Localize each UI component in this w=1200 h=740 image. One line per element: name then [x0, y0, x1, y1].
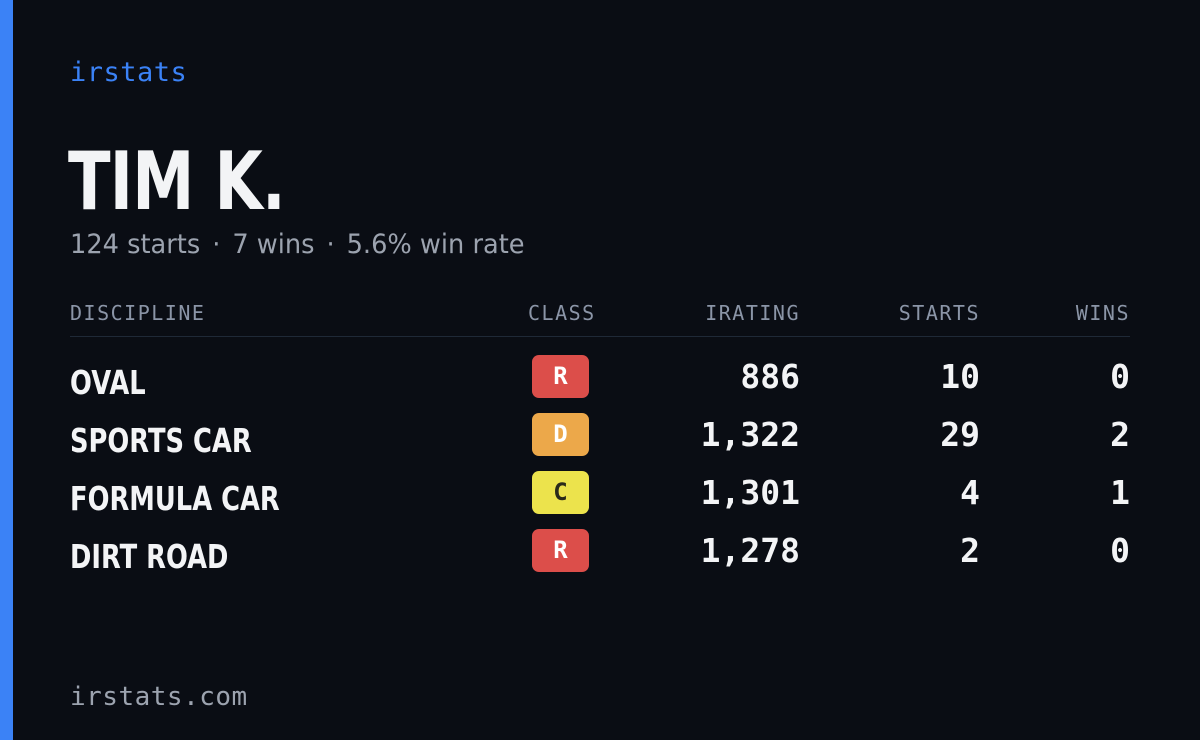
class-badge: D — [532, 413, 589, 456]
header-starts: STARTS — [898, 301, 980, 325]
starts-value: 2 — [960, 531, 980, 570]
win-rate: 5.6% win rate — [346, 229, 525, 260]
class-badge: R — [532, 355, 589, 398]
table-row: DIRT ROAD R 1,278 2 0 — [70, 527, 1130, 585]
class-badge: R — [532, 529, 589, 572]
header-class: CLASS — [528, 301, 596, 325]
irating-value: 886 — [740, 357, 800, 396]
stats-table: DISCIPLINE CLASS IRATING STARTS WINS OVA… — [70, 296, 1130, 585]
wins-value: 1 — [1110, 473, 1130, 512]
discipline-name: SPORTS CAR — [70, 421, 252, 460]
table-body: OVAL R 886 10 0 SPORTS CAR D 1,322 29 2 … — [70, 337, 1130, 585]
header-irating: IRATING — [705, 301, 800, 325]
table-row: FORMULA CAR C 1,301 4 1 — [70, 469, 1130, 527]
irating-value: 1,278 — [700, 531, 800, 570]
discipline-name: FORMULA CAR — [70, 479, 280, 518]
header-wins: WINS — [1075, 301, 1130, 325]
discipline-name: DIRT ROAD — [70, 537, 229, 576]
brand-logo: irstats — [70, 57, 188, 88]
wins-value: 0 — [1110, 531, 1130, 570]
starts-value: 4 — [960, 473, 980, 512]
wins-value: 2 — [1110, 415, 1130, 454]
table-row: OVAL R 886 10 0 — [70, 353, 1130, 411]
separator: · — [326, 229, 335, 260]
driver-name: TIM K. — [68, 135, 286, 228]
starts-value: 10 — [940, 357, 980, 396]
class-badge: C — [532, 471, 589, 514]
accent-bar — [0, 0, 13, 740]
footer-url: irstats.com — [70, 682, 248, 712]
irating-value: 1,322 — [700, 415, 800, 454]
wins-value: 0 — [1110, 357, 1130, 396]
starts-value: 29 — [940, 415, 980, 454]
table-header: DISCIPLINE CLASS IRATING STARTS WINS — [70, 296, 1130, 337]
table-row: SPORTS CAR D 1,322 29 2 — [70, 411, 1130, 469]
driver-summary: 124 starts · 7 wins · 5.6% win rate — [70, 228, 525, 262]
separator: · — [212, 229, 221, 260]
irating-value: 1,301 — [700, 473, 800, 512]
header-discipline: DISCIPLINE — [70, 301, 206, 325]
total-wins: 7 wins — [232, 229, 315, 260]
discipline-name: OVAL — [70, 363, 146, 402]
total-starts: 124 starts — [70, 229, 201, 260]
